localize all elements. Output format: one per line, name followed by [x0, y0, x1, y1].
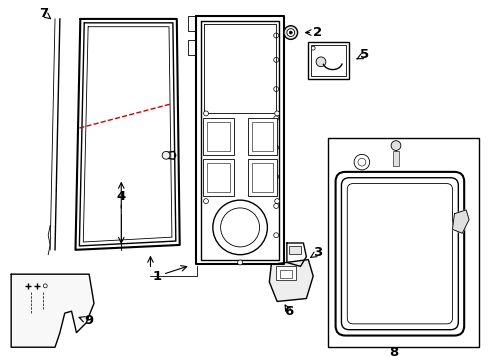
Circle shape [286, 29, 294, 36]
Bar [251, 122, 273, 152]
Circle shape [273, 57, 278, 62]
Circle shape [212, 200, 267, 255]
Bar [327, 138, 478, 347]
Bar [280, 270, 291, 278]
Circle shape [289, 31, 292, 34]
Text: 5: 5 [360, 49, 368, 62]
Bar [392, 152, 398, 166]
Text: 7: 7 [39, 6, 48, 19]
Circle shape [203, 199, 208, 203]
Bar [288, 246, 300, 254]
Circle shape [273, 233, 278, 238]
Circle shape [274, 199, 279, 203]
Bar [251, 163, 273, 192]
Polygon shape [269, 260, 312, 301]
Text: 6: 6 [284, 305, 293, 318]
Circle shape [162, 152, 170, 159]
Circle shape [273, 145, 278, 150]
Circle shape [273, 87, 278, 91]
Polygon shape [11, 274, 94, 347]
Circle shape [315, 57, 325, 67]
Bar [206, 163, 230, 192]
Text: 2: 2 [313, 26, 322, 39]
Circle shape [357, 158, 365, 166]
Bar [203, 118, 234, 155]
Text: 8: 8 [388, 346, 398, 359]
Bar [203, 159, 234, 196]
Circle shape [274, 111, 279, 116]
Circle shape [273, 174, 278, 179]
Text: 4: 4 [117, 190, 125, 203]
Bar [276, 266, 295, 280]
Circle shape [273, 116, 278, 121]
Circle shape [203, 111, 208, 116]
Circle shape [353, 154, 369, 170]
Bar [247, 159, 277, 196]
Bar [307, 42, 348, 79]
Circle shape [390, 141, 400, 150]
Circle shape [237, 260, 242, 265]
Circle shape [273, 203, 278, 208]
Text: 1: 1 [152, 270, 162, 283]
Bar [206, 122, 230, 152]
Circle shape [273, 33, 278, 38]
Polygon shape [451, 210, 468, 233]
Circle shape [43, 284, 47, 288]
Circle shape [284, 26, 297, 39]
Text: 3: 3 [313, 246, 322, 259]
Circle shape [220, 208, 259, 247]
Text: 9: 9 [84, 314, 94, 328]
Bar [310, 45, 346, 76]
Bar [247, 118, 277, 155]
Circle shape [310, 46, 314, 50]
